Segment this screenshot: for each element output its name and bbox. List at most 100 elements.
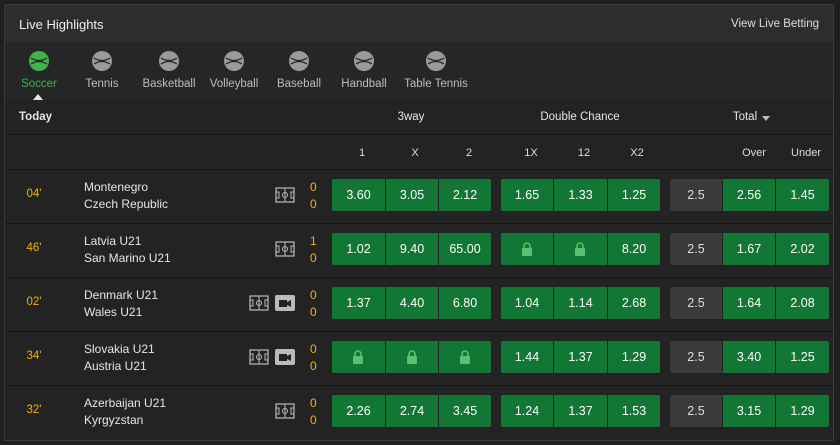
odds-cell[interactable]: 2.56 — [723, 179, 775, 211]
sport-tab[interactable]: Baseball — [263, 50, 335, 90]
score: 0 — [310, 342, 317, 356]
away-team: San Marino U21 — [84, 251, 171, 265]
column-header — [5, 100, 833, 170]
odds-cell[interactable]: 1.02 — [332, 233, 385, 265]
lock-icon — [353, 350, 363, 364]
odds-cell[interactable]: 1.25 — [776, 341, 829, 373]
sub-header: Over — [742, 147, 766, 159]
odds-cell[interactable]: 2.08 — [776, 287, 829, 319]
odds-cell[interactable]: 2.12 — [439, 179, 491, 211]
score: 0 — [310, 180, 317, 194]
odds-cell[interactable]: 1.29 — [776, 395, 829, 427]
sub-header: X — [411, 147, 419, 159]
odds-cell[interactable]: 1.14 — [554, 287, 607, 319]
odds-cell — [501, 233, 553, 265]
home-team: Latvia U21 — [84, 234, 142, 248]
score: 0 — [310, 305, 317, 319]
odds-cell: 2.5 — [670, 179, 722, 211]
sport-label: Soccer — [21, 78, 57, 90]
odds-cell[interactable]: 9.40 — [386, 233, 438, 265]
lock-icon — [407, 350, 417, 364]
group-header: Total — [732, 111, 758, 123]
sport-tab[interactable]: Table Tennis — [400, 50, 472, 90]
odds-cell — [386, 341, 438, 373]
field-icon — [249, 295, 269, 311]
group-header: 3way — [397, 111, 425, 123]
sort-caret — [762, 116, 770, 121]
odds-cell[interactable]: 3.05 — [386, 179, 438, 211]
home-team: Azerbaijan U21 — [84, 396, 167, 410]
odds-cell[interactable]: 2.74 — [386, 395, 438, 427]
score: 0 — [310, 197, 317, 211]
active-caret — [33, 94, 43, 100]
sport-tab[interactable]: Basketball — [133, 50, 205, 90]
sport-icon — [289, 51, 309, 71]
sport-icon — [159, 51, 179, 71]
odds-cell — [554, 233, 607, 265]
sport-tab[interactable]: Handball — [328, 50, 400, 90]
sport-tab[interactable]: Tennis — [66, 50, 138, 90]
odds-cell[interactable]: 1.65 — [501, 179, 553, 211]
odds-cell[interactable]: 3.15 — [723, 395, 775, 427]
sport-icon — [92, 51, 112, 71]
odds-cell: 2.5 — [670, 287, 722, 319]
sport-tab[interactable]: Volleyball — [198, 50, 270, 90]
sport-tab[interactable]: Soccer — [3, 50, 75, 90]
odds-cell[interactable]: 8.20 — [608, 233, 660, 265]
odds-cell[interactable]: 2.02 — [776, 233, 829, 265]
odds-cell[interactable]: 4.40 — [386, 287, 438, 319]
field-icon — [275, 241, 295, 257]
away-team: Wales U21 — [84, 305, 143, 319]
odds-cell[interactable]: 3.45 — [439, 395, 491, 427]
group-header: Double Chance — [540, 111, 620, 123]
away-team: Austria U21 — [84, 359, 147, 373]
odds-cell: 2.5 — [670, 233, 722, 265]
field-icon — [275, 187, 295, 203]
odds-cell[interactable]: 1.44 — [501, 341, 553, 373]
odds-cell: 2.5 — [670, 395, 722, 427]
odds-cell[interactable]: 1.37 — [554, 395, 607, 427]
header-title: Live Highlights — [19, 17, 104, 32]
divider — [5, 134, 833, 135]
away-team: Czech Republic — [84, 197, 169, 211]
sport-label: Basketball — [142, 78, 196, 90]
odds-cell[interactable]: 2.26 — [332, 395, 385, 427]
panel-frame — [4, 4, 834, 441]
odds-cell[interactable]: 1.45 — [776, 179, 829, 211]
field-icon — [275, 403, 295, 419]
odds-cell[interactable]: 1.37 — [554, 341, 607, 373]
odds-cell[interactable]: 1.33 — [554, 179, 607, 211]
lock-icon — [575, 242, 585, 256]
lock-icon — [460, 350, 470, 364]
odds-cell[interactable]: 3.40 — [723, 341, 775, 373]
sub-header: 12 — [577, 147, 591, 159]
odds-cell[interactable]: 1.64 — [723, 287, 775, 319]
odds-cell[interactable]: 2.68 — [608, 287, 660, 319]
video-icon — [275, 349, 295, 365]
score: 0 — [310, 413, 317, 427]
sport-label: Volleyball — [209, 78, 259, 90]
view-live-link[interactable]: View Live Betting — [730, 18, 819, 30]
odds-cell[interactable]: 3.60 — [332, 179, 385, 211]
odds-cell[interactable]: 6.80 — [439, 287, 491, 319]
sports-bar — [5, 42, 833, 100]
sub-header: Under — [791, 147, 821, 159]
odds-cell[interactable]: 65.00 — [439, 233, 491, 265]
odds-cell[interactable]: 1.25 — [608, 179, 660, 211]
match-time: 34' — [26, 350, 42, 362]
today-label: Today — [19, 111, 53, 123]
odds-cell[interactable]: 1.29 — [608, 341, 660, 373]
odds-cell[interactable]: 1.04 — [501, 287, 553, 319]
sport-icon — [426, 51, 446, 71]
sport-label: Table Tennis — [404, 78, 468, 90]
score: 0 — [310, 251, 317, 265]
odds-cell[interactable]: 1.67 — [723, 233, 775, 265]
score: 1 — [310, 234, 317, 248]
odds-cell[interactable]: 1.37 — [332, 287, 385, 319]
odds-cell[interactable]: 1.24 — [501, 395, 553, 427]
odds-cell[interactable]: 1.53 — [608, 395, 660, 427]
home-team: Slovakia U21 — [84, 342, 155, 356]
home-team: Denmark U21 — [84, 288, 159, 302]
sport-icon — [354, 51, 374, 71]
